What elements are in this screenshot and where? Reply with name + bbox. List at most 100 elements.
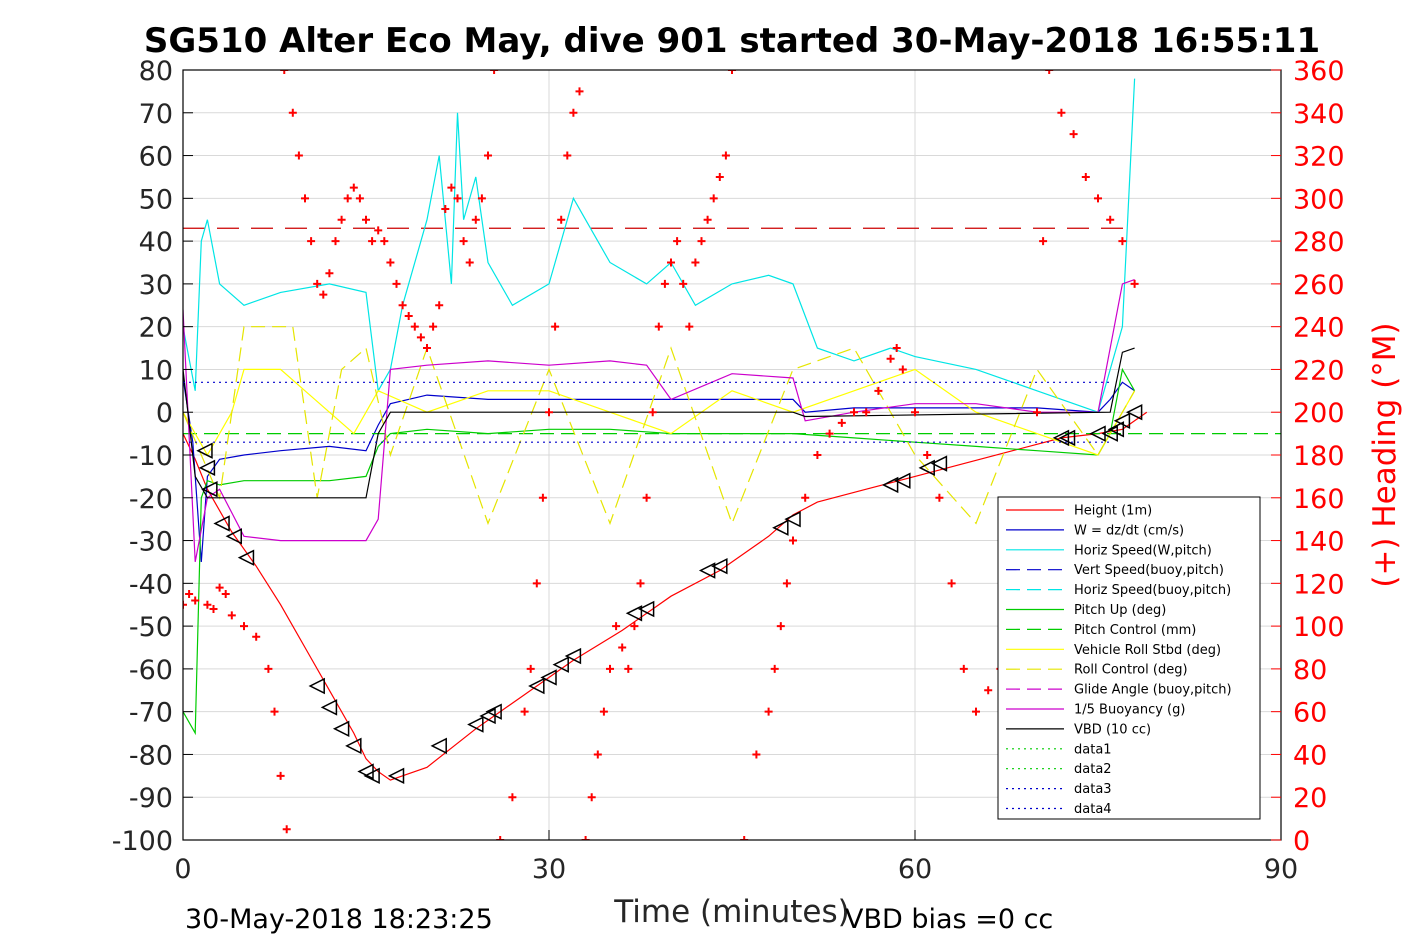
- heading-marker: [728, 70, 736, 74]
- glide-marker: [784, 510, 801, 528]
- y-tick-label: 0: [156, 398, 173, 429]
- y-tick-label: 40: [139, 227, 173, 258]
- heading-marker: [892, 344, 901, 353]
- heading-marker: [288, 108, 297, 117]
- y-tick-label: -90: [129, 783, 173, 814]
- heading-marker: [667, 258, 675, 267]
- heading-marker: [685, 322, 694, 331]
- heading-marker: [575, 87, 584, 96]
- heading-marker: [343, 194, 352, 203]
- right-tick-label: 280: [1293, 227, 1345, 258]
- heading-marker: [911, 408, 919, 417]
- legend-label: Horiz Speed(buoy,pitch): [1074, 583, 1231, 598]
- y-tick-label: -80: [129, 740, 173, 771]
- heading-marker: [923, 451, 932, 459]
- heading-marker: [789, 536, 797, 545]
- glide-marker: [387, 767, 405, 785]
- heading-marker: [606, 664, 614, 673]
- legend-label: Vert Speed(buoy,pitch): [1074, 563, 1224, 578]
- heading-marker: [551, 322, 560, 331]
- glide-marker: [198, 459, 216, 477]
- right-tick-label: 360: [1293, 56, 1345, 87]
- legend-label: Horiz Speed(W,pitch): [1074, 543, 1212, 558]
- heading-marker: [362, 215, 370, 224]
- series-line-8: [183, 326, 1136, 526]
- y-tick-label: 10: [139, 355, 173, 386]
- heading-marker: [721, 151, 730, 160]
- heading-marker: [441, 205, 450, 214]
- heading-marker: [862, 408, 871, 417]
- right-tick-label: 120: [1293, 569, 1345, 600]
- heading-marker: [280, 70, 289, 74]
- right-tick-label: 60: [1293, 698, 1327, 729]
- glide-marker: [1089, 425, 1106, 442]
- heading-marker: [191, 596, 200, 605]
- y-tick-label: -40: [129, 569, 173, 600]
- heading-marker: [593, 750, 602, 759]
- footer-timestamp: 30-May-2018 18:23:25: [185, 904, 493, 935]
- series-line-1: [183, 377, 1135, 562]
- heading-marker: [850, 408, 858, 417]
- glide-marker: [540, 669, 557, 686]
- heading-marker: [227, 611, 236, 620]
- heading-marker: [374, 226, 383, 235]
- heading-marker: [581, 836, 590, 840]
- right-tick-label: 320: [1293, 142, 1345, 173]
- x-tick-label: 0: [174, 854, 191, 885]
- heading-marker: [404, 311, 413, 320]
- legend-label: data1: [1074, 742, 1112, 757]
- glide-marker: [564, 647, 582, 665]
- heading-marker: [624, 664, 633, 673]
- legend-label: Height (1m): [1074, 504, 1152, 519]
- series-line-10: [183, 279, 1135, 563]
- heading-marker: [337, 215, 346, 224]
- heading-marker: [740, 836, 749, 840]
- heading-marker: [1069, 130, 1078, 139]
- heading-marker: [959, 664, 968, 673]
- glide-marker: [332, 720, 350, 737]
- heading-marker: [599, 707, 608, 716]
- heading-marker: [612, 622, 621, 631]
- heading-marker: [1130, 279, 1139, 288]
- heading-marker: [1118, 237, 1127, 246]
- heading-marker: [252, 632, 261, 641]
- legend-box: [997, 496, 1261, 820]
- heading-marker: [386, 258, 395, 267]
- glide-marker: [894, 472, 911, 489]
- heading-marker: [221, 590, 230, 599]
- glide-marker: [430, 737, 447, 755]
- heading-marker: [185, 590, 194, 599]
- right-tick-label: 300: [1293, 184, 1345, 215]
- series-line-0: [183, 411, 1148, 781]
- footer-vbd-bias: VBD bias =0 cc: [845, 904, 1053, 935]
- heading-marker: [770, 664, 779, 673]
- heading-marker: [679, 279, 688, 288]
- y-tick-label: -20: [129, 484, 173, 515]
- heading-marker: [660, 279, 669, 288]
- series-line-11: [183, 347, 1135, 499]
- heading-marker: [709, 194, 718, 203]
- heading-marker: [526, 664, 535, 673]
- heading-marker: [764, 707, 773, 716]
- heading-marker: [453, 194, 462, 203]
- glide-marker: [345, 737, 362, 755]
- heading-marker: [349, 183, 358, 192]
- heading-marker: [1045, 70, 1054, 74]
- right-tick-label: 200: [1293, 398, 1345, 429]
- right-tick-label: 20: [1293, 783, 1327, 814]
- glide-marker: [1107, 421, 1125, 438]
- right-tick-label: 260: [1293, 270, 1345, 301]
- legend-label: data3: [1074, 782, 1112, 797]
- heading-marker: [520, 707, 529, 716]
- heading-marker: [654, 322, 663, 331]
- heading-marker: [183, 600, 187, 609]
- heading-marker: [331, 237, 340, 246]
- right-tick-label: 180: [1293, 441, 1345, 472]
- heading-marker: [569, 108, 578, 117]
- glide-marker: [1058, 429, 1076, 447]
- legend-label: Vehicle Roll Stbd (deg): [1074, 643, 1221, 658]
- heading-marker: [532, 579, 541, 588]
- heading-marker: [313, 279, 322, 288]
- glide-marker: [918, 459, 935, 477]
- heading-marker: [471, 215, 480, 224]
